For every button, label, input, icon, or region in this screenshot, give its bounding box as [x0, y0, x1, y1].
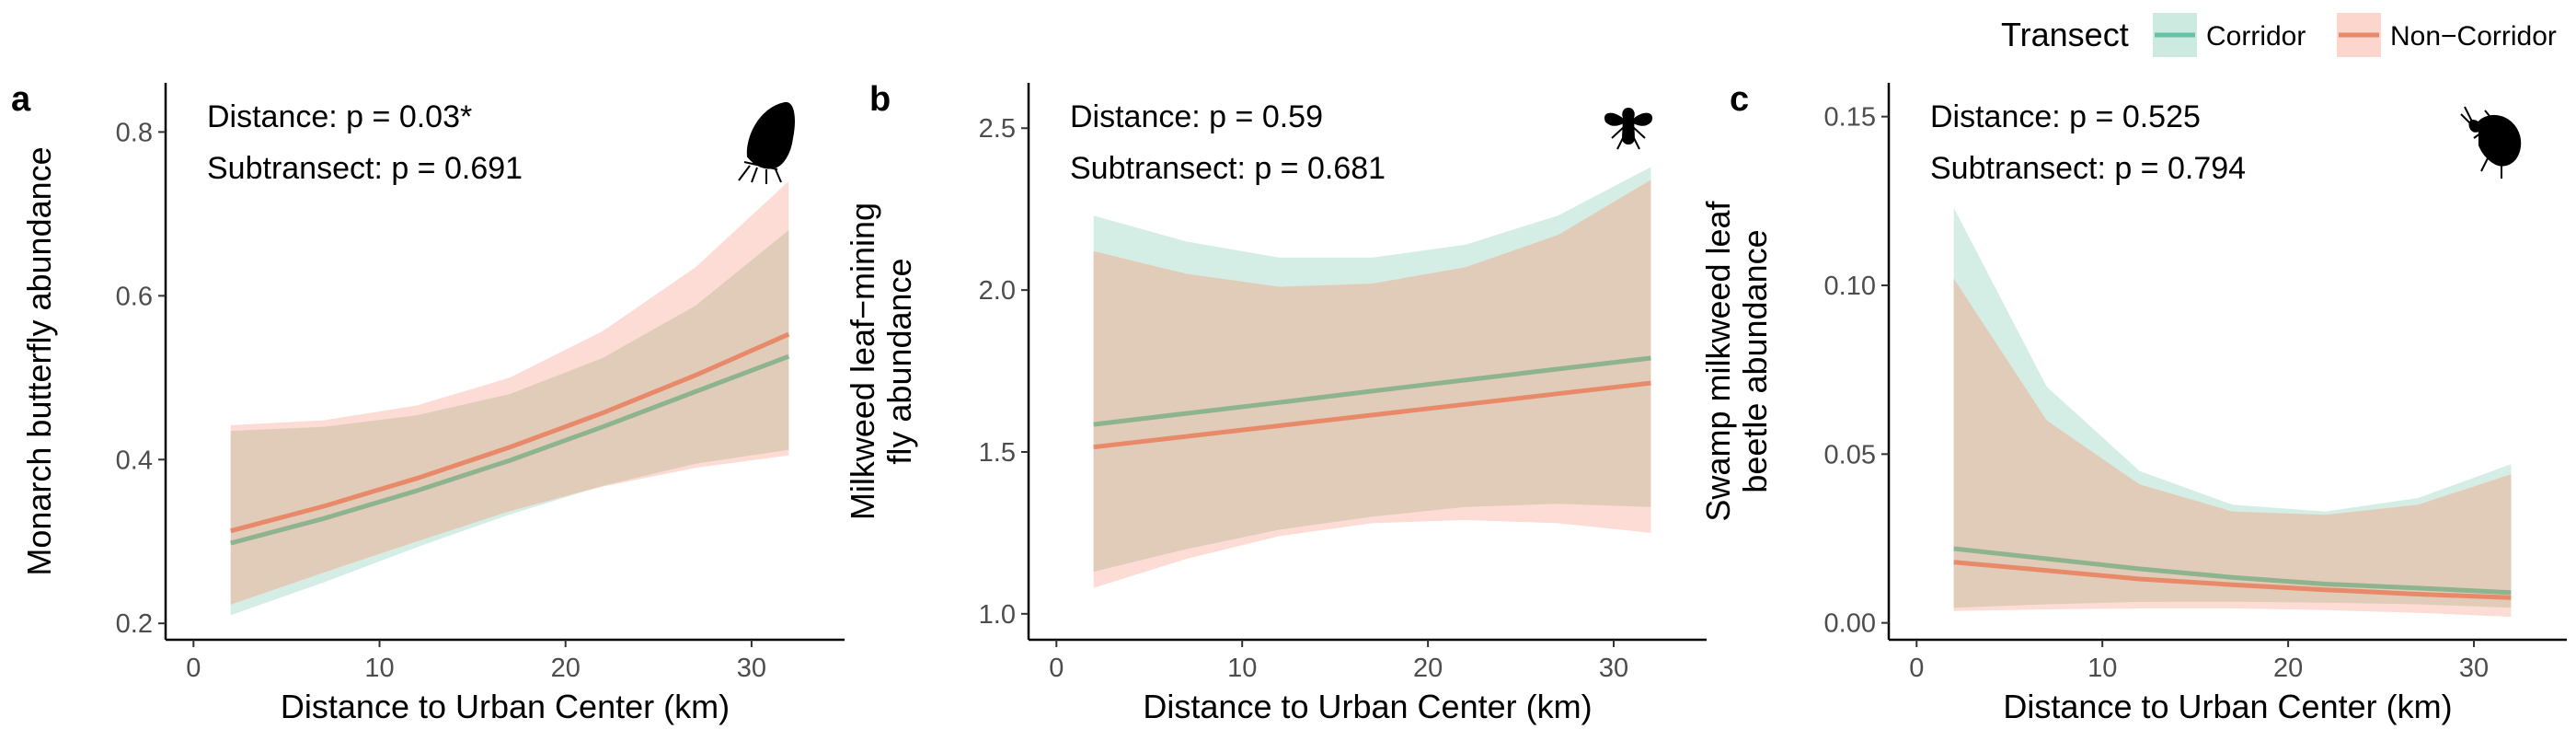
y-axis-title: beetle abundance: [1736, 229, 1774, 492]
y-tick-label: 2.5: [979, 114, 1016, 144]
annotation-subtransect-p: Subtransect: p = 0.691: [207, 151, 523, 186]
fly-icon: [1604, 107, 1652, 150]
y-tick-label: 1.0: [979, 600, 1016, 630]
beetle-icon-shape: [2460, 106, 2522, 179]
x-tick-label: 30: [2459, 654, 2489, 683]
annotation-distance-p: Distance: p = 0.525: [1930, 99, 2201, 134]
y-tick-label: 2.0: [979, 276, 1016, 306]
panel-letter: a: [11, 80, 31, 119]
y-tick-label: 0.6: [116, 282, 153, 311]
fly-icon-shape: [1604, 107, 1652, 150]
x-tick-label: 0: [186, 654, 201, 683]
x-tick-label: 10: [364, 654, 394, 683]
x-tick-label: 30: [737, 654, 766, 683]
y-tick-label: 0.8: [116, 118, 153, 147]
panel-letter: c: [1730, 80, 1749, 119]
y-tick-label: 1.5: [979, 438, 1016, 468]
ribbon-overlap: [1953, 278, 2512, 608]
panel-a: 0 10 20 30 0.2 0.4 0.6 0.8 Distance to Urban Cen…: [11, 80, 845, 725]
x-tick-label: 10: [1227, 654, 1257, 683]
y-tick-label: 0.10: [1824, 272, 1876, 301]
legend: Transect Corridor Non−Corridor: [2001, 13, 2557, 57]
series-line-non-corridor: [230, 331, 790, 534]
y-axis-title: Monarch butterfly abundance: [20, 146, 58, 575]
x-tick-label: 0: [1049, 654, 1064, 683]
x-axis-title: Distance to Urban Center (km): [1143, 688, 1592, 725]
annotation-subtransect-p: Subtransect: p = 0.681: [1070, 151, 1386, 186]
y-tick-label: 0.15: [1824, 103, 1876, 133]
series-line-corridor: [1953, 546, 2512, 596]
legend-item-corridor: Corridor: [2153, 13, 2306, 57]
series-line-corridor: [230, 353, 790, 546]
y-axis-title: Swamp milkweed leaf: [1699, 200, 1737, 521]
series-line-corridor: [1093, 355, 1651, 427]
y-tick-label: 0.00: [1824, 609, 1876, 639]
series-line-non-corridor: [1953, 560, 2512, 600]
y-tick-label: 0.4: [116, 446, 153, 475]
legend-label-corridor: Corridor: [2206, 21, 2306, 52]
x-tick-label: 10: [2087, 654, 2117, 683]
ribbon-overlap: [1093, 179, 1651, 573]
y-axis-title: Milkweed leaf−mining: [844, 203, 881, 520]
panels: 0 10 20 30 0.2 0.4 0.6 0.8 Distance to Urban Cen…: [11, 80, 2567, 725]
y-tick-label: 0.05: [1824, 440, 1876, 469]
butterfly-icon-shape: [738, 101, 795, 184]
y-axis-title: fly abundance: [880, 258, 918, 464]
x-tick-label: 30: [1599, 654, 1628, 683]
beetle-icon: [2460, 106, 2522, 179]
legend-item-non-corridor: Non−Corridor: [2337, 13, 2557, 57]
series-line-non-corridor: [1093, 380, 1651, 450]
x-tick-label: 20: [1413, 654, 1443, 683]
y-tick-label: 0.2: [116, 609, 153, 639]
x-axis-title: Distance to Urban Center (km): [281, 688, 730, 725]
legend-title: Transect: [2001, 16, 2129, 53]
x-axis-title: Distance to Urban Center (km): [2003, 688, 2452, 725]
butterfly-icon: [738, 101, 795, 184]
annotation-distance-p: Distance: p = 0.03*: [207, 99, 472, 134]
ribbon-overlap: [230, 230, 789, 605]
legend-label-non-corridor: Non−Corridor: [2390, 21, 2557, 52]
annotation-subtransect-p: Subtransect: p = 0.794: [1930, 151, 2246, 186]
x-tick-label: 20: [551, 654, 581, 683]
panel-c: 0 10 20 30 0.00 0.05 0.10 0.15 Distance to Urban…: [1699, 80, 2567, 725]
annotation-distance-p: Distance: p = 0.59: [1070, 99, 1323, 134]
x-tick-label: 0: [1909, 654, 1924, 683]
panel-letter: b: [869, 80, 891, 119]
x-tick-label: 20: [2273, 654, 2303, 683]
panel-b: 0 10 20 30 1.0 1.5 2.0 2.5 Distance to Urban Cen…: [844, 80, 1707, 725]
